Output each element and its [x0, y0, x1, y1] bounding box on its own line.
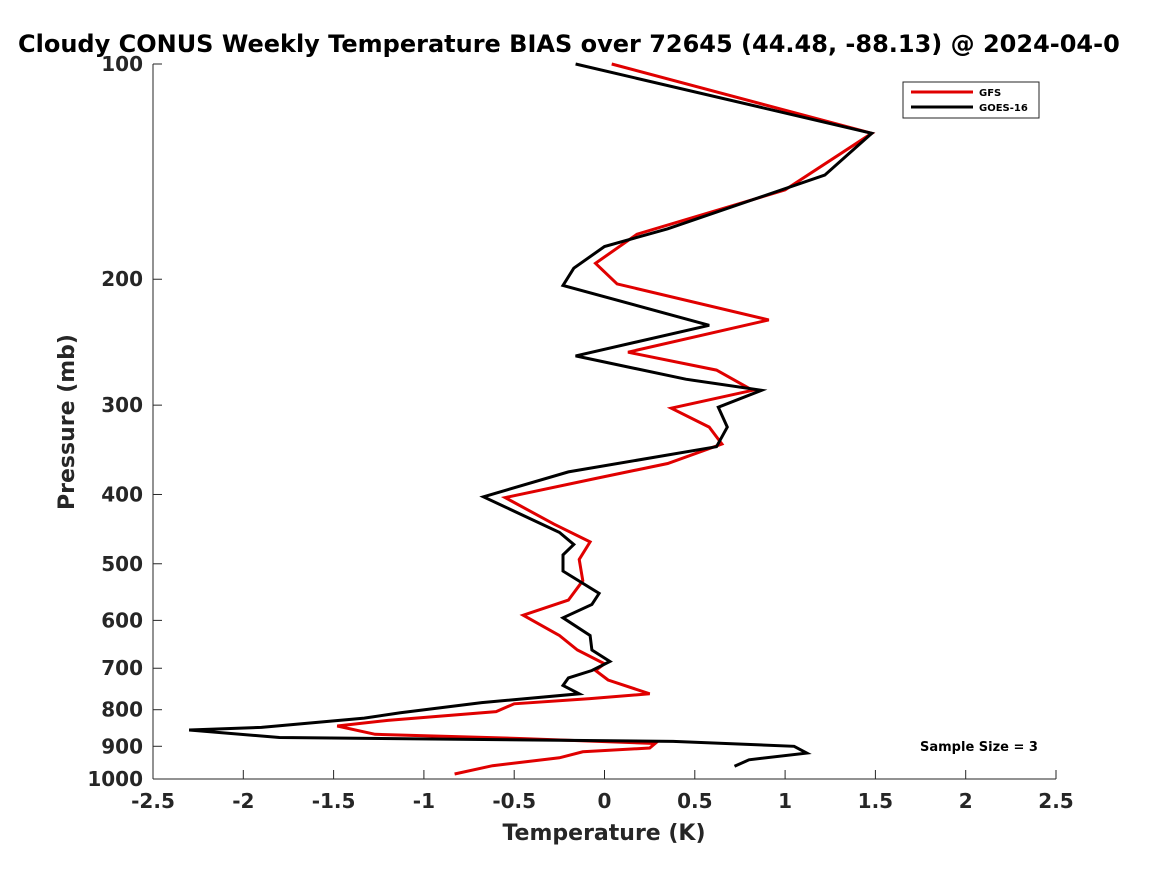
legend-label-goes16: GOES-16	[979, 103, 1028, 114]
legend-box	[902, 81, 1040, 119]
y-tick-label: 500	[101, 552, 143, 576]
x-tick-label: -1	[413, 789, 435, 813]
y-tick-label: 1000	[87, 767, 143, 791]
legend: GFS GOES-16	[902, 81, 1040, 119]
x-tick-label: -1.5	[312, 789, 356, 813]
sample-size-annotation: Sample Size = 3	[920, 740, 1038, 755]
y-tick-label: 900	[101, 734, 143, 758]
x-tick-label: 0	[598, 789, 612, 813]
y-tick-label: 800	[101, 698, 143, 722]
x-tick-label: 2	[959, 789, 973, 813]
y-tick-label: 400	[101, 482, 143, 506]
series-line-goes16	[188, 62, 875, 768]
x-tick-label: -2.5	[131, 789, 175, 813]
y-tick-label: 100	[101, 52, 143, 76]
x-tick-label: -0.5	[492, 789, 536, 813]
y-tick-label: 200	[101, 267, 143, 291]
y-tick-label: 300	[101, 393, 143, 417]
y-tick-label: 600	[101, 608, 143, 632]
x-tick-label: 0.5	[677, 789, 712, 813]
y-tick-label: 700	[101, 656, 143, 680]
y-axis-label: Pressure (mb)	[55, 334, 80, 510]
x-tick-label: -2	[232, 789, 254, 813]
chart-title: Cloudy CONUS Weekly Temperature BIAS ove…	[18, 30, 1120, 58]
x-tick-label: 2.5	[1038, 789, 1073, 813]
y-axis-ticks: 100 200 300 400 500 600 700 800 900 1000	[87, 52, 162, 791]
x-tick-label: 1.5	[858, 789, 893, 813]
series-layer	[188, 62, 876, 776]
x-axis-ticks: -2.5 -2 -1.5 -1 -0.5 0 0.5 1 1.5 2 2.5	[131, 770, 1074, 813]
x-axis-label: Temperature (K)	[502, 821, 705, 846]
legend-label-gfs: GFS	[979, 88, 1001, 99]
x-tick-label: 1	[778, 789, 792, 813]
series-line-gfs	[336, 62, 876, 776]
